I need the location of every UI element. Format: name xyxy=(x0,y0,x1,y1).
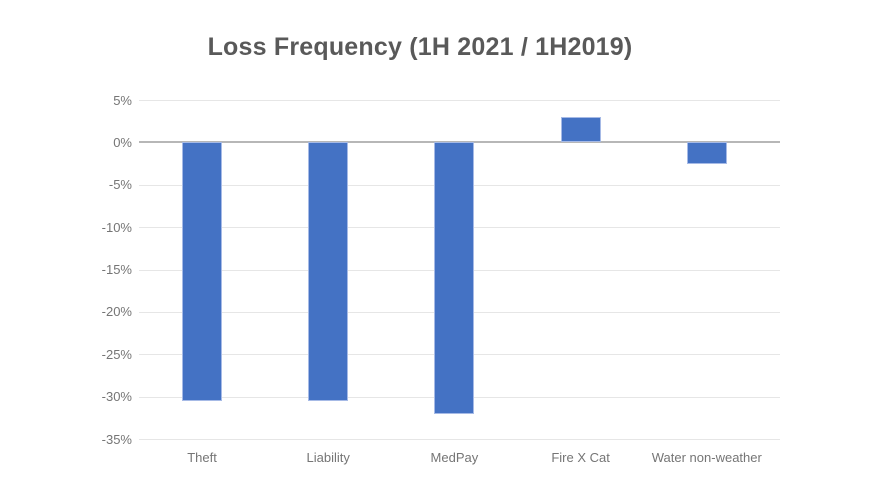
bar-theft xyxy=(182,142,222,401)
bar-liability xyxy=(308,142,349,401)
y-axis-tick: -30% xyxy=(101,389,132,405)
y-axis-tick: -5% xyxy=(108,177,132,193)
y-axis-tick: 0% xyxy=(113,134,132,150)
y-axis-tick: -25% xyxy=(101,346,132,362)
y-axis-tick: -20% xyxy=(101,304,132,320)
plot-area xyxy=(139,100,780,440)
y-axis-tick: -10% xyxy=(101,219,132,235)
y-axis-tick: 5% xyxy=(113,92,132,108)
x-axis-label: Theft xyxy=(187,450,217,465)
bar-medpay xyxy=(434,142,475,414)
x-axis-label: MedPay xyxy=(430,450,479,465)
x-axis-label: Fire X Cat xyxy=(551,450,610,465)
y-axis-tick: -35% xyxy=(101,431,132,447)
gridline xyxy=(139,100,780,101)
chart-title: Loss Frequency (1H 2021 / 1H2019) xyxy=(207,33,633,61)
gridline xyxy=(139,439,780,440)
bar-water-non-weather xyxy=(686,142,727,164)
y-axis-tick: -15% xyxy=(101,262,132,277)
bar-fire-x-cat xyxy=(560,116,601,143)
x-axis-label: Liability xyxy=(306,450,350,465)
x-axis-label: Water non-weather xyxy=(651,450,762,465)
